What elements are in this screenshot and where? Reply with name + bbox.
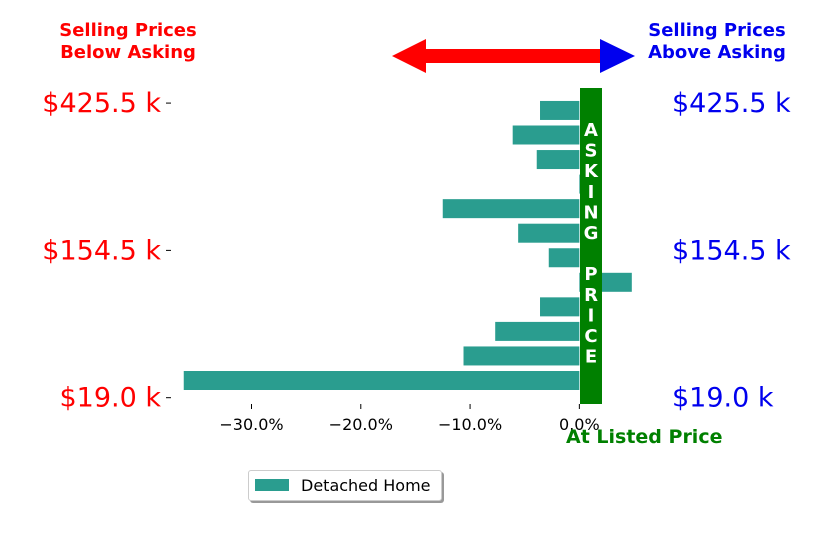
x-tick-label: −10.0% [438,415,502,434]
bar [442,199,580,219]
arrow-shaft [424,49,604,63]
y-tick-label-right: $154.5 k [672,235,791,266]
y-tick-label-right: $425.5 k [672,88,791,119]
y-tick-label-left: $154.5 k [42,235,161,266]
bar [183,371,580,390]
above-asking-title: Selling Prices Above Asking [648,20,786,63]
y-tick-label-left: $19.0 k [59,383,161,414]
left-arrow-icon [392,39,426,73]
at-listed-price-label: At Listed Price [566,426,723,448]
asking-price-band [580,88,602,404]
asking-price-letter: R [584,285,598,306]
bar [540,100,580,120]
asking-price-letter: G [584,223,599,244]
y-tick-label-right: $19.0 k [672,383,774,414]
bar [536,150,580,170]
below-asking-title: Selling Prices Below Asking [59,20,197,63]
legend: Detached Home [248,470,442,501]
x-tick-label: 0.0% [559,415,600,434]
legend-swatch [255,479,289,491]
legend-label: Detached Home [301,476,431,495]
asking-price-letter: I [588,182,595,203]
y-tick-label-left: $425.5 k [42,88,161,119]
asking-price-letter: E [585,347,597,368]
asking-price-letter: P [584,264,597,285]
bar [512,125,580,145]
bar [548,248,580,268]
bar [495,321,580,341]
asking-price-letter: S [585,141,598,162]
asking-price-letter: A [584,120,598,141]
asking-price-letter: K [584,161,599,182]
asking-price-letter: C [584,326,597,347]
bar [518,223,580,243]
x-tick-label: −20.0% [329,415,393,434]
right-arrow-icon [600,39,635,73]
x-tick-label: −30.0% [219,415,283,434]
asking-price-letter: N [583,202,598,223]
asking-price-letter: I [588,305,595,326]
bar [463,346,580,366]
bar [540,297,580,317]
